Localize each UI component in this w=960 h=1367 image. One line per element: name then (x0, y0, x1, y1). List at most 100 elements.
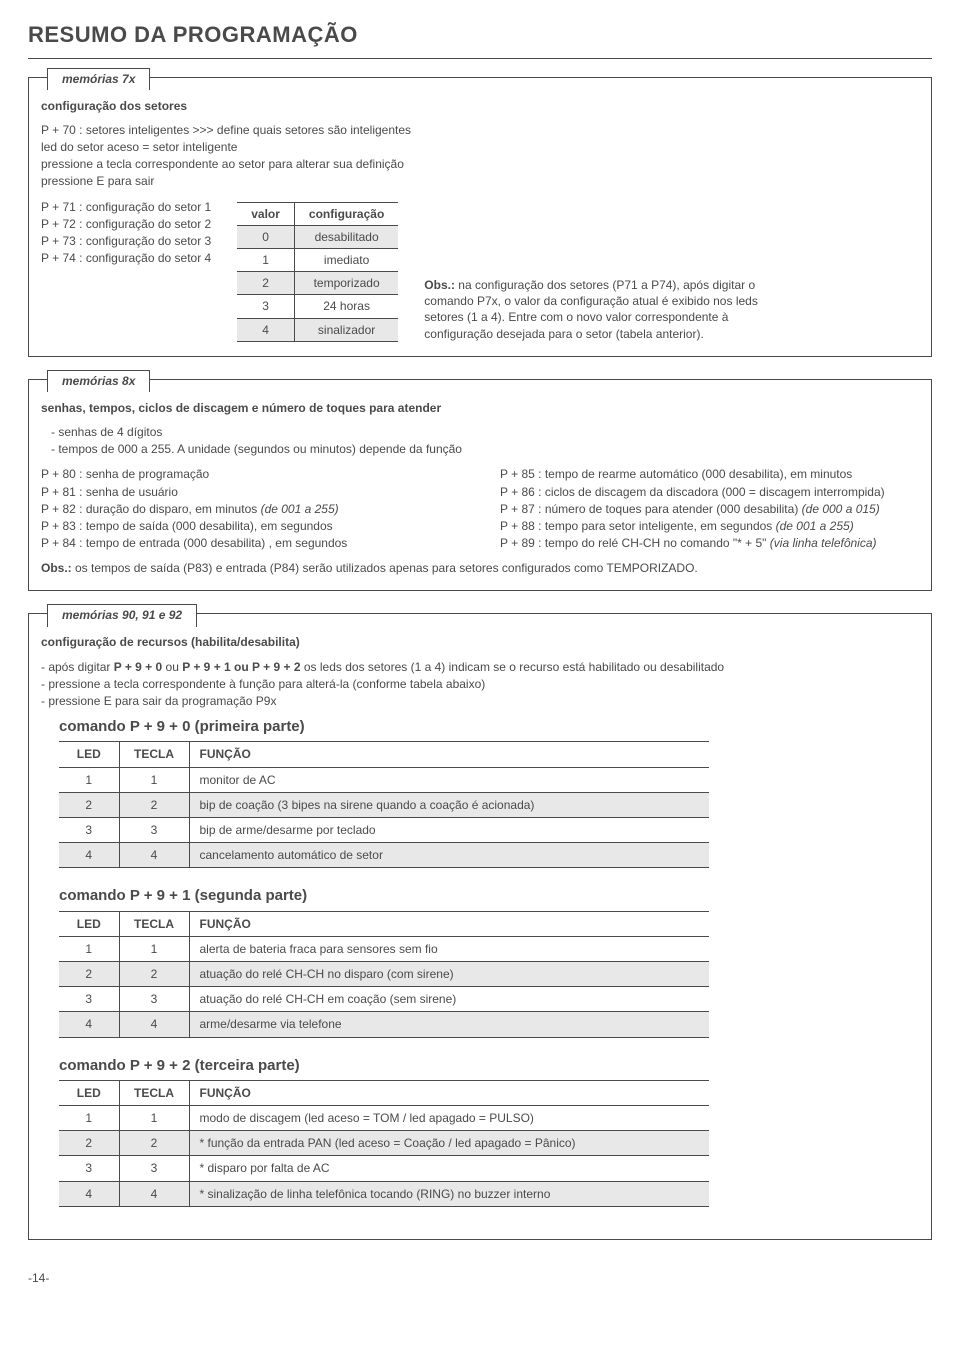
cell: 3 (119, 818, 189, 843)
p84: P + 84 : tempo de entrada (000 desabilit… (41, 535, 460, 551)
obs-8x: Obs.: os tempos de saída (P83) e entrada… (41, 560, 919, 576)
cell: arme/desarme via telefone (189, 1012, 709, 1037)
cell: 4 (119, 1181, 189, 1206)
col-right-8x: P + 85 : tempo de rearme automático (000… (500, 465, 919, 552)
obs-label: Obs.: (41, 561, 72, 575)
b3: - pressione E para sair da programação P… (41, 693, 919, 709)
cell: alerta de bateria fraca para sensores se… (189, 936, 709, 961)
cell: 4 (119, 1012, 189, 1037)
th-tecla: TECLA (119, 742, 189, 767)
p71: P + 71 : configuração do setor 1 (41, 199, 211, 215)
cell: 2 (59, 1131, 119, 1156)
cell: monitor de AC (189, 767, 709, 792)
section-8x: memórias 8x senhas, tempos, ciclos de di… (28, 379, 932, 592)
cell: desabilitado (294, 225, 398, 248)
p74: P + 74 : configuração do setor 4 (41, 250, 211, 266)
cell: 3 (119, 987, 189, 1012)
valor-config-table: valor configuração 0desabilitado 1imedia… (237, 202, 398, 342)
cell: 1 (119, 936, 189, 961)
cell: 3 (237, 295, 294, 318)
cell: 1 (59, 936, 119, 961)
cell: 24 horas (294, 295, 398, 318)
p82: P + 82 : duração do disparo, em minutos … (41, 501, 460, 517)
cell: 4 (119, 843, 189, 868)
obs-text: na configuração dos setores (P71 a P74),… (424, 278, 758, 341)
title-rule (28, 58, 932, 59)
col-left-8x: P + 80 : senha de programação P + 81 : s… (41, 465, 460, 552)
th-func: FUNÇÃO (189, 1080, 709, 1105)
section-9x: memórias 90, 91 e 92 configuração de rec… (28, 613, 932, 1239)
cmd2-table: LED TECLA FUNÇÃO 11modo de discagem (led… (59, 1080, 709, 1207)
cell: 4 (59, 1181, 119, 1206)
cell: 4 (237, 318, 294, 341)
cell: 1 (59, 767, 119, 792)
cell: 1 (59, 1106, 119, 1131)
b2: - pressione a tecla correspondente à fun… (41, 676, 919, 692)
th-led: LED (59, 911, 119, 936)
cell: modo de discagem (led aceso = TOM / led … (189, 1106, 709, 1131)
cell: imediato (294, 249, 398, 272)
cmd0-table: LED TECLA FUNÇÃO 11monitor de AC 22bip d… (59, 741, 709, 868)
p83: P + 83 : tempo de saída (000 desabilita)… (41, 518, 460, 534)
heading-9x: configuração de recursos (habilita/desab… (41, 634, 919, 650)
p85: P + 85 : tempo de rearme automático (000… (500, 466, 919, 482)
cell: 1 (237, 249, 294, 272)
th-func: FUNÇÃO (189, 742, 709, 767)
heading-7x: configuração dos setores (41, 98, 919, 114)
cell: 2 (59, 962, 119, 987)
p72: P + 72 : configuração do setor 2 (41, 216, 211, 232)
th-tecla: TECLA (119, 1080, 189, 1105)
cmd0-title: comando P + 9 + 0 (primeira parte) (59, 717, 919, 737)
cell: 3 (119, 1156, 189, 1181)
p89: P + 89 : tempo do relé CH-CH no comando … (500, 535, 919, 551)
cell: 1 (119, 767, 189, 792)
cell: 2 (119, 1131, 189, 1156)
p87: P + 87 : número de toques para atender (… (500, 501, 919, 517)
th-config: configuração (294, 202, 398, 225)
p81: P + 81 : senha de usuário (41, 484, 460, 500)
p70-line: P + 70 : setores inteligentes >>> define… (41, 122, 919, 138)
cell: bip de coação (3 bipes na sirene quando … (189, 792, 709, 817)
heading-8x: senhas, tempos, ciclos de discagem e núm… (41, 400, 919, 416)
cmd1-table: LED TECLA FUNÇÃO 11alerta de bateria fra… (59, 911, 709, 1038)
bullet-tempos: - tempos de 000 a 255. A unidade (segund… (51, 441, 919, 457)
cell: bip de arme/desarme por teclado (189, 818, 709, 843)
th-led: LED (59, 1080, 119, 1105)
p70-sub-c: pressione E para sair (41, 173, 919, 189)
cmd2-title: comando P + 9 + 2 (terceira parte) (59, 1056, 919, 1076)
cell: 3 (59, 818, 119, 843)
cell: 2 (237, 272, 294, 295)
page-number: -14- (28, 1270, 932, 1286)
cell: 2 (59, 792, 119, 817)
cell: * sinalização de linha telefônica tocand… (189, 1181, 709, 1206)
p7x-list: P + 71 : configuração do setor 1 P + 72 … (41, 198, 211, 268)
cell: cancelamento automático de setor (189, 843, 709, 868)
cell: atuação do relé CH-CH em coação (sem sir… (189, 987, 709, 1012)
p86: P + 86 : ciclos de discagem da discadora… (500, 484, 919, 500)
cell: atuação do relé CH-CH no disparo (com si… (189, 962, 709, 987)
tab-7x: memórias 7x (47, 68, 150, 90)
obs-7x: Obs.: na configuração dos setores (P71 a… (424, 277, 784, 342)
b1: - após digitar P + 9 + 0 ou P + 9 + 1 ou… (41, 659, 919, 675)
cell: * disparo por falta de AC (189, 1156, 709, 1181)
cell: 3 (59, 1156, 119, 1181)
cell: 2 (119, 792, 189, 817)
cmd1-title: comando P + 9 + 1 (segunda parte) (59, 886, 919, 906)
page-title: RESUMO DA PROGRAMAÇÃO (28, 20, 932, 50)
p73: P + 73 : configuração do setor 3 (41, 233, 211, 249)
cell: 3 (59, 987, 119, 1012)
p70-sub-b: pressione a tecla correspondente ao seto… (41, 156, 919, 172)
p88: P + 88 : tempo para setor inteligente, e… (500, 518, 919, 534)
cell: temporizado (294, 272, 398, 295)
cell: 0 (237, 225, 294, 248)
bullet-senhas: - senhas de 4 dígitos (51, 424, 919, 440)
th-led: LED (59, 742, 119, 767)
cell: sinalizador (294, 318, 398, 341)
tab-9x: memórias 90, 91 e 92 (47, 604, 197, 626)
th-valor: valor (237, 202, 294, 225)
obs-text: os tempos de saída (P83) e entrada (P84)… (72, 561, 698, 575)
th-tecla: TECLA (119, 911, 189, 936)
cell: * função da entrada PAN (led aceso = Coa… (189, 1131, 709, 1156)
p80: P + 80 : senha de programação (41, 466, 460, 482)
obs-label: Obs.: (424, 278, 455, 292)
